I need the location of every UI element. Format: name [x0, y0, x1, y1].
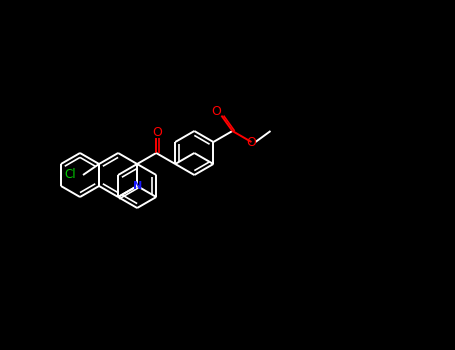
- Text: O: O: [152, 126, 162, 139]
- Text: Cl: Cl: [64, 168, 76, 182]
- Text: N: N: [132, 181, 142, 191]
- Text: O: O: [212, 105, 222, 118]
- Text: O: O: [247, 135, 257, 148]
